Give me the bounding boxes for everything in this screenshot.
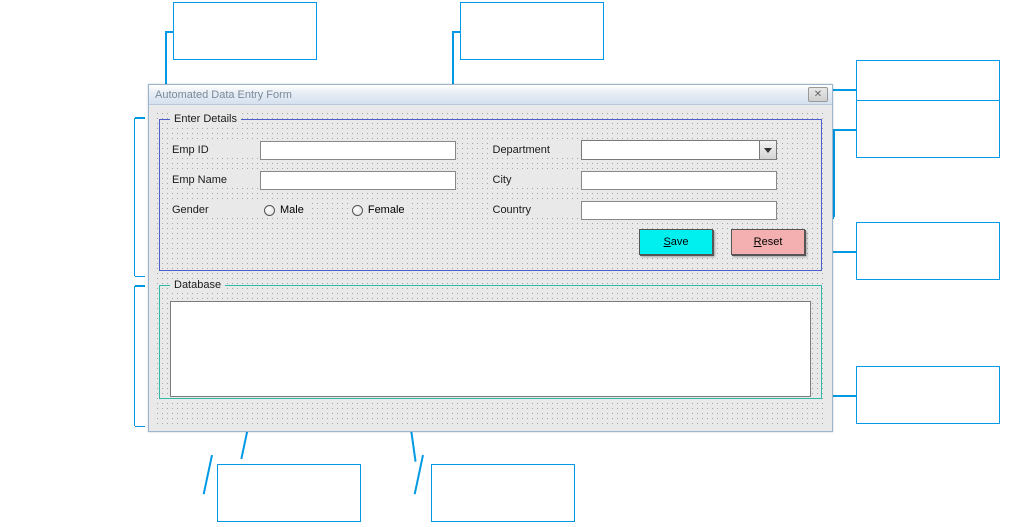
save-button[interactable]: Save [639,229,713,255]
radio-female[interactable]: Female [348,203,409,217]
enter-details-legend: Enter Details [170,113,241,125]
callout-line [833,129,835,217]
bracket-frame2 [134,286,135,426]
label-emp-name: Emp Name [170,173,260,187]
label-gender: Gender [170,203,260,217]
close-button[interactable]: ✕ [808,87,828,102]
titlebar: Automated Data Entry Form ✕ [149,85,832,105]
callout-box [460,2,604,60]
form-body: Enter Details Emp ID Department [149,105,832,431]
close-icon: ✕ [814,89,822,100]
radio-icon [352,205,363,216]
frame-enter-details: Enter Details Emp ID Department [159,113,822,271]
reset-button[interactable]: Reset [731,229,805,255]
radio-male[interactable]: Male [260,203,308,217]
country-input[interactable] [581,201,777,220]
callout-box [856,366,1000,424]
save-rest: ave [671,236,689,248]
callout-line [833,129,856,131]
window-title: Automated Data Entry Form [155,89,292,101]
emp-name-input[interactable] [260,171,456,190]
radio-icon [264,205,275,216]
label-emp-id: Emp ID [170,143,260,157]
callout-box [173,2,317,60]
callout-box [856,100,1000,158]
radio-male-label: Male [280,204,304,216]
chevron-down-icon [759,141,776,159]
city-input[interactable] [581,171,777,190]
department-combobox[interactable] [581,140,777,160]
userform-window: Automated Data Entry Form ✕ Enter Detail… [148,84,833,432]
label-city: City [491,173,581,187]
bracket-frame1 [134,118,135,276]
callout-box [856,222,1000,280]
callout-box [431,464,575,522]
frame-database: Database [159,279,822,399]
radio-female-label: Female [368,204,405,216]
label-department: Department [491,143,581,157]
database-legend: Database [170,279,225,291]
emp-id-input[interactable] [260,141,456,160]
callout-box [217,464,361,522]
reset-rest: eset [762,236,783,248]
callout-line [203,455,213,494]
database-listbox[interactable] [170,301,811,397]
label-country: Country [491,203,581,217]
